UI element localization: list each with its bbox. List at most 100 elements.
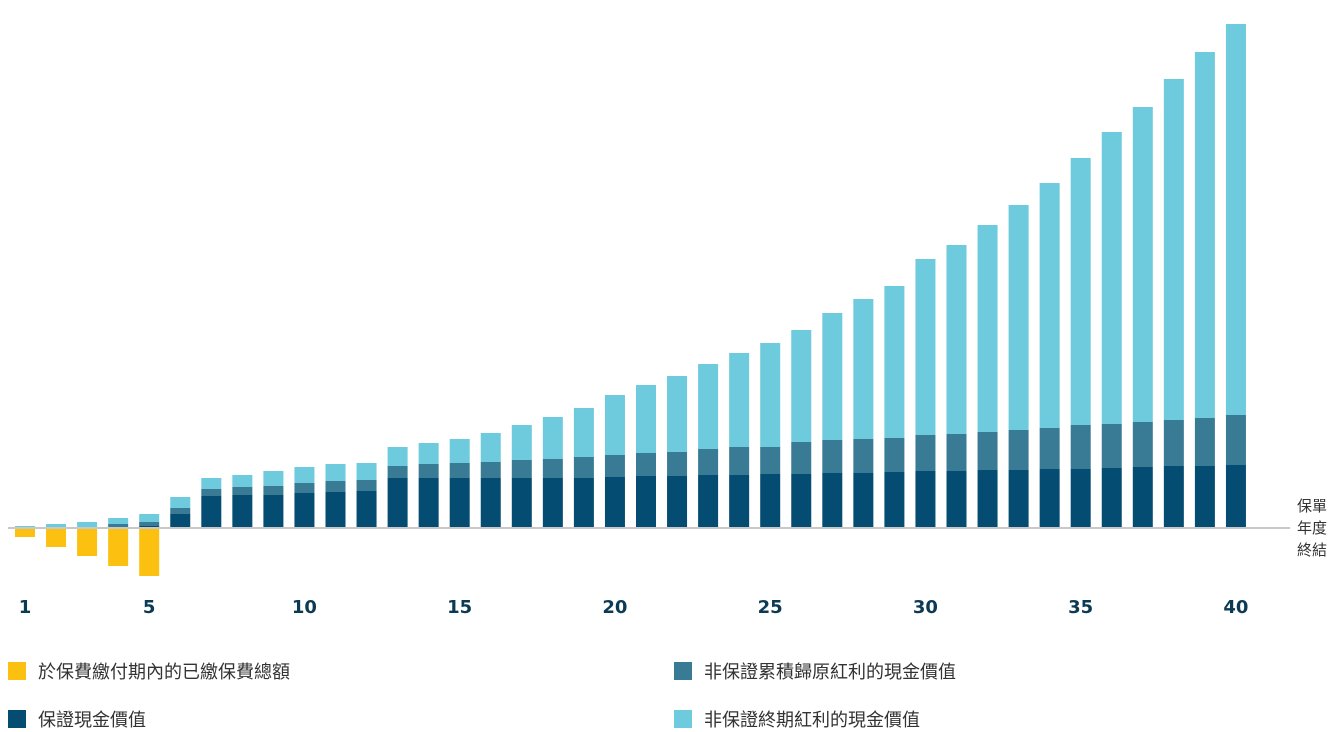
bar-guaranteed-cash-value-year-34 bbox=[1039, 469, 1060, 528]
legend-label-reversionary-bonus: 非保證累積歸原紅利的現金價值 bbox=[704, 662, 956, 683]
bar-reversionary-bonus-year-30 bbox=[915, 435, 936, 471]
bar-reversionary-bonus-year-17 bbox=[511, 460, 532, 478]
bar-guaranteed-cash-value-year-8 bbox=[232, 495, 253, 528]
bar-terminal-bonus-year-31 bbox=[946, 245, 967, 434]
bar-terminal-bonus-year-9 bbox=[263, 471, 284, 486]
bar-premiums-year-5 bbox=[139, 528, 160, 576]
bar-terminal-bonus-year-37 bbox=[1132, 107, 1153, 422]
bar-guaranteed-cash-value-year-38 bbox=[1163, 466, 1184, 528]
bar-reversionary-bonus-year-27 bbox=[822, 440, 843, 473]
bar-reversionary-bonus-year-35 bbox=[1070, 425, 1091, 469]
x-tick-label: 1 bbox=[19, 597, 32, 618]
bar-reversionary-bonus-year-29 bbox=[884, 438, 905, 472]
bar-guaranteed-cash-value-year-14 bbox=[418, 478, 439, 528]
bar-reversionary-bonus-year-5 bbox=[139, 522, 160, 526]
x-axis-label-line: 保單 bbox=[1297, 497, 1328, 515]
x-tick-labels: 1 5 10 15 20 25 30 35 40 bbox=[19, 597, 1249, 618]
bar-guaranteed-cash-value-year-24 bbox=[729, 475, 750, 528]
bar-reversionary-bonus-year-39 bbox=[1194, 418, 1215, 466]
bar-reversionary-bonus-year-21 bbox=[636, 453, 656, 476]
bar-reversionary-bonus-year-32 bbox=[977, 432, 998, 470]
bar-terminal-bonus-year-10 bbox=[294, 467, 315, 483]
bar-guaranteed-cash-value-year-17 bbox=[511, 478, 532, 528]
bar-reversionary-bonus-year-20 bbox=[604, 455, 625, 477]
bar-reversionary-bonus-year-11 bbox=[325, 481, 346, 492]
bar-premiums-year-3 bbox=[77, 528, 98, 556]
x-tick-label: 40 bbox=[1223, 597, 1248, 618]
bar-reversionary-bonus-year-28 bbox=[853, 439, 874, 473]
bar-reversionary-bonus-year-38 bbox=[1163, 420, 1184, 466]
legend-item-terminal-bonus: 非保證終期紅利的現金價值 bbox=[674, 706, 920, 732]
bar-guaranteed-cash-value-year-30 bbox=[915, 471, 936, 528]
bar-premiums-year-1 bbox=[15, 528, 35, 537]
bar-terminal-bonus-year-14 bbox=[418, 443, 439, 464]
bar-terminal-bonus-year-29 bbox=[884, 286, 905, 438]
legend-swatch-reversionary-bonus bbox=[674, 662, 692, 680]
bar-guaranteed-cash-value-year-25 bbox=[760, 474, 781, 528]
bar-reversionary-bonus-year-19 bbox=[573, 457, 594, 478]
bar-reversionary-bonus-year-15 bbox=[449, 463, 470, 478]
bar-terminal-bonus-year-19 bbox=[573, 408, 594, 457]
bar-terminal-bonus-year-38 bbox=[1163, 79, 1184, 420]
x-tick-label: 15 bbox=[447, 597, 472, 618]
bar-terminal-bonus-year-5 bbox=[139, 514, 160, 522]
bar-terminal-bonus-year-28 bbox=[853, 299, 874, 439]
legend-item-guaranteed-cash-value: 保證現金價值 bbox=[8, 706, 146, 732]
bar-terminal-bonus-year-23 bbox=[698, 364, 719, 449]
bar-guaranteed-cash-value-year-16 bbox=[480, 478, 501, 528]
bar-terminal-bonus-year-17 bbox=[511, 425, 532, 460]
bar-terminal-bonus-year-30 bbox=[915, 259, 936, 435]
bar-terminal-bonus-year-25 bbox=[760, 343, 781, 447]
bar-terminal-bonus-year-18 bbox=[542, 417, 563, 459]
bar-reversionary-bonus-year-10 bbox=[294, 483, 315, 493]
bar-terminal-bonus-year-20 bbox=[604, 395, 625, 455]
bar-terminal-bonus-year-11 bbox=[325, 464, 346, 481]
bar-terminal-bonus-year-33 bbox=[1008, 205, 1029, 430]
bar-guaranteed-cash-value-year-10 bbox=[294, 493, 315, 528]
bar-reversionary-bonus-year-22 bbox=[667, 452, 688, 476]
x-tick-label: 10 bbox=[292, 597, 317, 618]
bar-reversionary-bonus-year-13 bbox=[387, 466, 408, 478]
bar-terminal-bonus-year-4 bbox=[108, 518, 129, 524]
bar-guaranteed-cash-value-year-9 bbox=[263, 495, 284, 528]
x-tick-label: 25 bbox=[758, 597, 783, 618]
legend-item-premiums: 於保費繳付期內的已繳保費總額 bbox=[8, 658, 290, 684]
x-tick-label: 20 bbox=[602, 597, 627, 618]
bar-guaranteed-cash-value-year-27 bbox=[822, 473, 843, 528]
bar-reversionary-bonus-year-37 bbox=[1132, 422, 1153, 467]
bar-guaranteed-cash-value-year-33 bbox=[1008, 470, 1029, 528]
bar-reversionary-bonus-year-14 bbox=[418, 464, 439, 478]
bar-reversionary-bonus-year-31 bbox=[946, 434, 967, 471]
bar-guaranteed-cash-value-year-35 bbox=[1070, 469, 1091, 528]
bars-layer bbox=[15, 24, 1246, 576]
bar-guaranteed-cash-value-year-29 bbox=[884, 472, 905, 528]
bar-reversionary-bonus-year-6 bbox=[170, 508, 191, 514]
bar-reversionary-bonus-year-8 bbox=[232, 487, 253, 495]
bar-reversionary-bonus-year-25 bbox=[760, 447, 781, 474]
bar-terminal-bonus-year-32 bbox=[977, 225, 998, 432]
bar-terminal-bonus-year-3 bbox=[77, 522, 98, 527]
x-axis-label: 保單 年度 終結 bbox=[1297, 495, 1337, 561]
bar-guaranteed-cash-value-year-6 bbox=[170, 514, 191, 528]
bar-reversionary-bonus-year-34 bbox=[1039, 428, 1060, 469]
bar-guaranteed-cash-value-year-28 bbox=[853, 473, 874, 528]
bar-reversionary-bonus-year-40 bbox=[1225, 415, 1246, 465]
legend-swatch-terminal-bonus bbox=[674, 710, 692, 728]
x-axis-label-line: 年度 bbox=[1297, 519, 1328, 537]
bar-premiums-year-4 bbox=[108, 528, 129, 566]
bar-reversionary-bonus-year-36 bbox=[1101, 424, 1122, 468]
bar-guaranteed-cash-value-year-7 bbox=[201, 496, 222, 528]
bar-guaranteed-cash-value-year-21 bbox=[636, 476, 656, 528]
legend-label-premiums: 於保費繳付期內的已繳保費總額 bbox=[38, 662, 290, 683]
bar-guaranteed-cash-value-year-13 bbox=[387, 478, 408, 528]
bar-reversionary-bonus-year-7 bbox=[201, 489, 222, 496]
bar-terminal-bonus-year-34 bbox=[1039, 183, 1060, 428]
bar-reversionary-bonus-year-18 bbox=[542, 459, 563, 478]
x-tick-label: 5 bbox=[143, 597, 156, 618]
bar-terminal-bonus-year-1 bbox=[15, 526, 35, 527]
bar-guaranteed-cash-value-year-12 bbox=[356, 491, 377, 528]
x-axis-label-line: 終結 bbox=[1297, 541, 1328, 559]
bar-guaranteed-cash-value-year-20 bbox=[604, 477, 625, 528]
bar-reversionary-bonus-year-23 bbox=[698, 449, 719, 475]
bar-guaranteed-cash-value-year-15 bbox=[449, 478, 470, 528]
